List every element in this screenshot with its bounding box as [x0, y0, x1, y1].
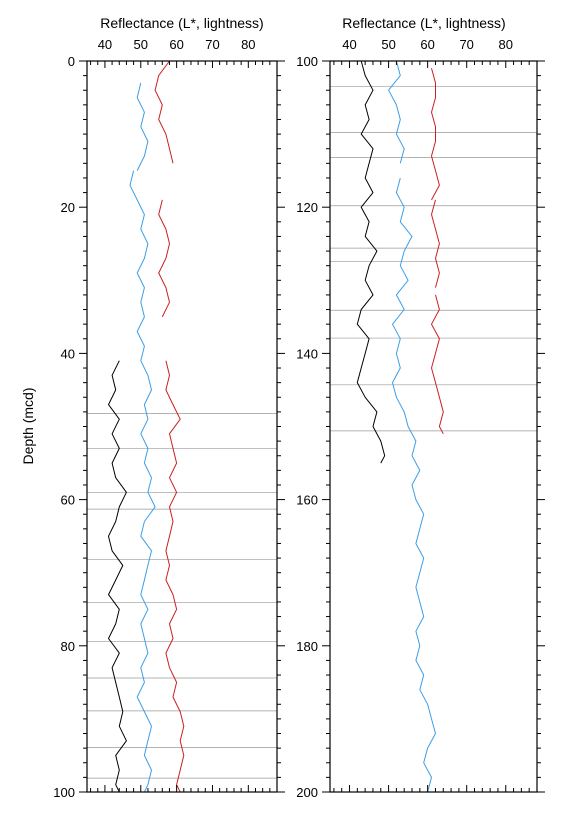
- right-x-tick-label-70: 70: [459, 37, 473, 52]
- left-red-series-segment-0: [154, 60, 174, 164]
- right-y-tick-labels: 100 120 140 160 180 200: [296, 54, 318, 800]
- right-black-series-segment-0: [356, 60, 386, 464]
- left-series-group: [108, 60, 185, 793]
- chart-panel-right: Reflectance (L*, lightness) 40 50 60 70 80 1…: [296, 15, 545, 800]
- right-red-series-segment-0: [431, 68, 440, 201]
- right-y-tick-label-200: 200: [296, 785, 318, 800]
- left-plot-frame: [79, 60, 285, 793]
- y-axis-label: Depth (mcd): [20, 387, 36, 464]
- left-blue-series-segment-1: [129, 170, 156, 793]
- right-x-tick-label-80: 80: [499, 37, 513, 52]
- right-panel-title: Reflectance (L*, lightness): [342, 15, 505, 31]
- right-red-series-segment-2: [431, 294, 444, 435]
- right-y-tick-label-120: 120: [296, 200, 318, 215]
- left-y-tick-label-60: 60: [61, 493, 75, 508]
- right-plot-border: [329, 60, 538, 793]
- left-y-tick-label-40: 40: [61, 346, 75, 361]
- chart-panel-left: Reflectance (L*, lightness) Depth (mcd) …: [20, 15, 285, 800]
- right-red-series-segment-1: [431, 199, 440, 288]
- right-blue-series-segment-1: [392, 177, 436, 793]
- left-black-series-segment-0: [108, 360, 127, 793]
- left-red-series-segment-2: [165, 360, 185, 793]
- right-x-tick-label-60: 60: [420, 37, 434, 52]
- right-y-tick-label-140: 140: [296, 346, 318, 361]
- left-x-tick-labels: 40 50 60 70 80: [98, 37, 256, 52]
- left-red-series-segment-1: [158, 199, 170, 318]
- left-x-tick-label-40: 40: [98, 37, 112, 52]
- right-series-group: [356, 60, 444, 793]
- right-blue-series-segment-0: [388, 60, 405, 164]
- left-y-tick-label-100: 100: [53, 785, 75, 800]
- left-x-tick-label-60: 60: [169, 37, 183, 52]
- left-y-tick-label-20: 20: [61, 200, 75, 215]
- right-x-tick-labels: 40 50 60 70 80: [342, 37, 513, 52]
- left-x-tick-label-50: 50: [134, 37, 148, 52]
- left-panel-title: Reflectance (L*, lightness): [100, 15, 263, 31]
- right-splice-lines: [330, 86, 537, 432]
- right-x-tick-label-50: 50: [381, 37, 395, 52]
- left-splice-lines: [87, 412, 277, 779]
- left-y-tick-label-0: 0: [68, 54, 75, 69]
- right-y-tick-label-100: 100: [296, 54, 318, 69]
- left-y-tick-label-80: 80: [61, 639, 75, 654]
- left-y-tick-labels: 0 20 40 60 80 100: [53, 54, 75, 800]
- right-y-tick-label-180: 180: [296, 639, 318, 654]
- right-plot-frame: [322, 60, 545, 793]
- left-blue-series-segment-0: [136, 82, 149, 171]
- right-y-tick-label-160: 160: [296, 493, 318, 508]
- left-x-tick-label-70: 70: [205, 37, 219, 52]
- left-x-tick-label-80: 80: [241, 37, 255, 52]
- right-x-tick-label-40: 40: [342, 37, 356, 52]
